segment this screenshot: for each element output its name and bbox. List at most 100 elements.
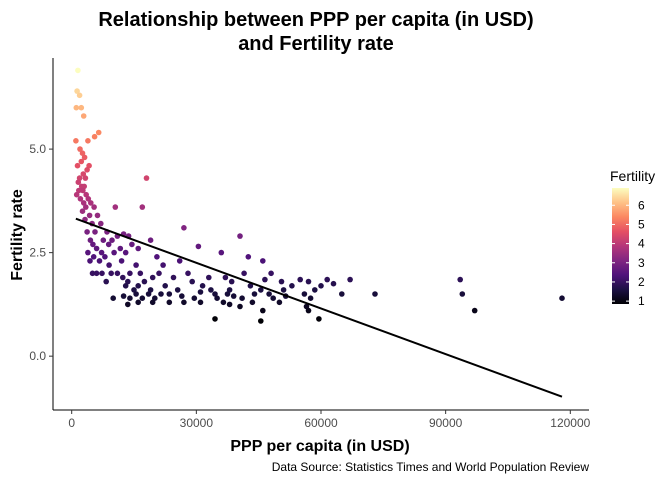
data-point [99,270,105,277]
data-point [339,291,345,297]
data-point [262,276,268,283]
data-point [251,291,258,297]
data-point [80,187,86,194]
legend-title: Fertility [610,168,655,184]
data-point [114,270,121,277]
data-point [92,229,98,235]
data-point [237,233,243,239]
data-point [94,212,101,219]
data-point [289,283,295,289]
data-point [125,278,131,285]
data-point [75,179,82,185]
data-point [457,276,464,283]
legend-tick-label: 6 [638,198,645,212]
y-axis-title: Fertility rate [9,189,26,281]
data-point [122,249,129,256]
data-point [471,307,478,314]
data-point [96,258,103,264]
data-point [85,249,91,256]
data-point [149,299,156,306]
data-point [76,187,82,194]
data-point [330,280,337,287]
data-point [158,291,164,297]
data-point [160,262,166,268]
trend-line [75,217,563,398]
data-point [88,200,94,206]
data-point [316,316,322,322]
legend-tick-label: 2 [638,275,645,289]
legend-tick-label: 4 [638,237,645,251]
data-point [268,270,274,277]
data-point [106,262,112,268]
x-tick-label: 30000 [180,416,214,430]
data-source-caption: Data Source: Statistics Times and World … [272,460,590,474]
data-point [95,129,102,136]
data-point [120,274,126,281]
data-point [87,258,93,264]
x-tick-label: 0 [68,416,75,430]
data-point [98,220,104,227]
data-point [206,274,212,281]
data-point [258,287,264,293]
data-point [73,104,80,111]
points-layer [73,67,565,324]
data-point [145,291,152,297]
data-point [93,245,100,252]
data-point [105,241,112,248]
data-point [84,229,90,235]
data-point [176,258,183,264]
data-point [100,237,107,243]
data-point [245,253,252,260]
data-point [222,274,229,281]
data-point [199,283,206,289]
data-point [166,291,173,297]
data-point [98,249,105,256]
data-point [266,291,272,297]
x-axis-title: PPP per capita (in USD) [230,438,409,455]
axes-layer: 0 30000 60000 90000 120000 0.0 2.5 5.0 [29,58,591,430]
data-point [258,318,264,324]
data-point [239,295,245,302]
data-point [135,283,141,289]
data-point [120,293,127,299]
data-point [276,299,283,306]
data-point [79,150,86,156]
data-point [278,278,285,285]
legend-tick-label: 5 [638,217,645,231]
data-point [230,293,237,299]
data-point [197,289,204,295]
data-point [137,270,144,277]
data-point [108,270,114,277]
data-point [78,158,85,165]
data-point [459,291,466,297]
data-point [76,92,83,99]
data-point [347,276,353,283]
data-point [127,295,133,302]
data-point [162,283,168,289]
data-point [181,225,187,231]
legend-tick-label: 1 [638,294,645,308]
data-point [127,270,133,277]
data-point [170,274,177,281]
x-tick-label: 90000 [429,416,463,430]
data-point [559,295,565,302]
data-point [133,262,139,268]
legend-ticks: 1 2 3 4 5 6 [612,198,645,308]
data-point [249,299,256,306]
data-point [214,295,220,302]
data-point [77,196,84,202]
data-point [270,295,277,302]
legend-tick-label: 3 [638,256,645,270]
data-point [372,291,378,297]
data-point [208,287,214,293]
data-point [135,299,141,306]
data-point [85,196,92,202]
data-point [135,245,141,252]
data-point [77,146,83,152]
trend-line-layer [75,217,563,398]
data-point [195,243,202,250]
x-tick-label: 60000 [304,416,338,430]
data-point [166,299,173,306]
